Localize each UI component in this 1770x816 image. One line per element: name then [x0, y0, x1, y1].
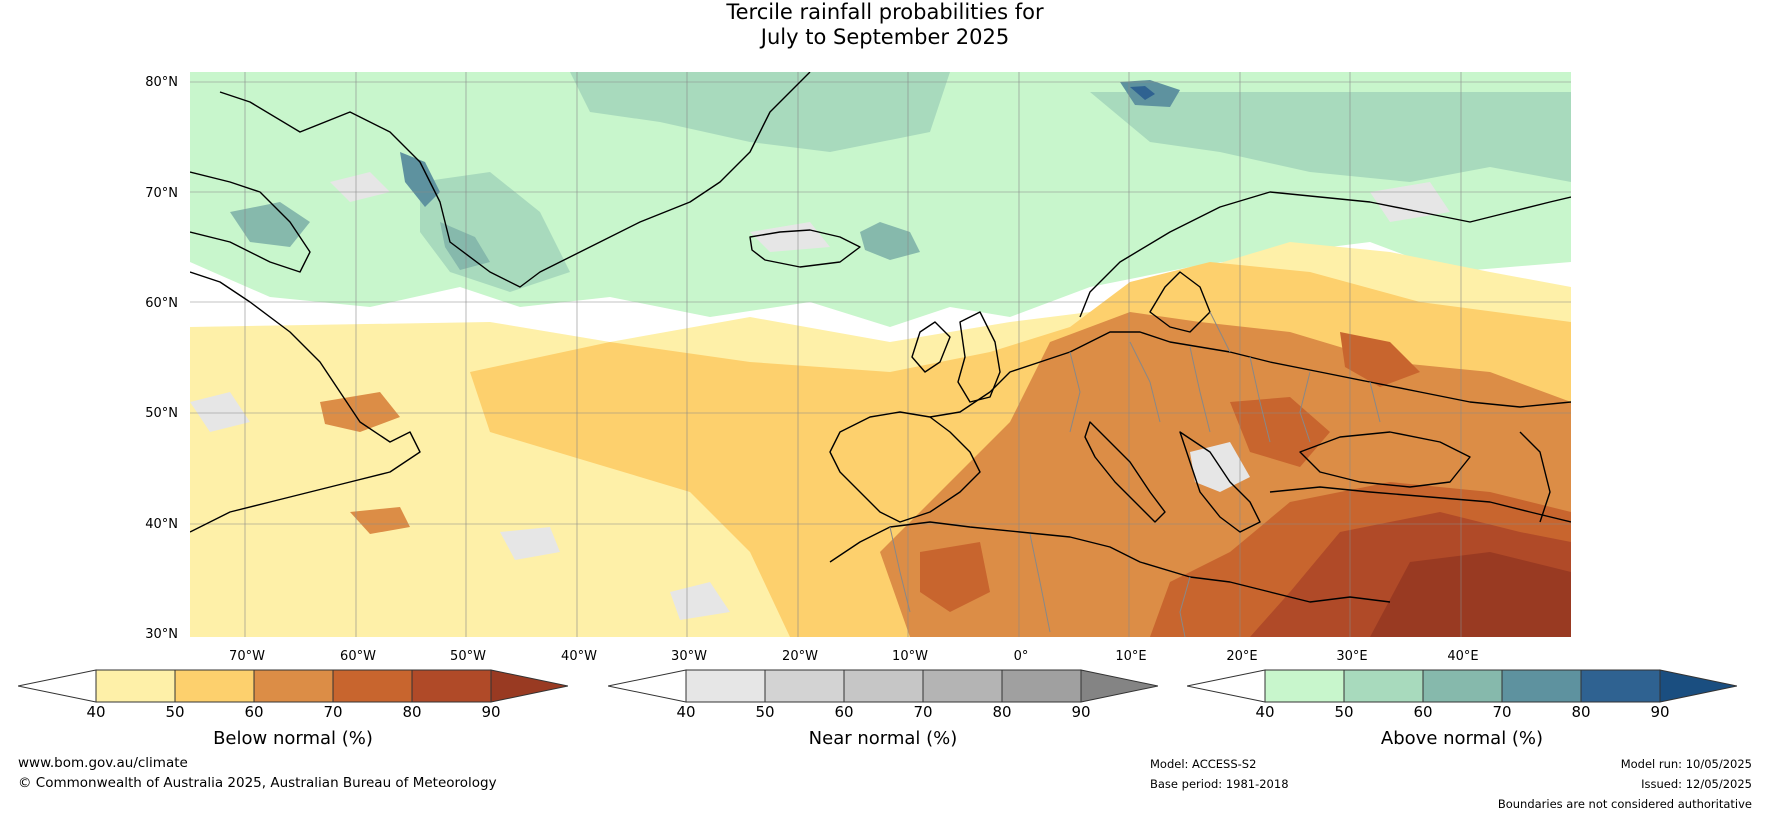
cbar-below-tick-40: 40 — [86, 703, 106, 721]
cbar-below-tick-90: 90 — [481, 703, 501, 721]
footer-model-run: Model run: 10/05/2025 — [1620, 757, 1752, 771]
lon-label-30w: 30°W — [671, 649, 707, 664]
cbar-above-tick-60: 60 — [1413, 703, 1433, 721]
cbar-near-label: Near normal (%) — [808, 728, 958, 749]
cbar-below-low-extension — [18, 669, 97, 703]
cbar-below-cell-4 — [332, 669, 413, 703]
cbar-below-tick-80: 80 — [402, 703, 422, 721]
cbar-above-low-extension — [1187, 669, 1266, 703]
cbar-near-tick-70: 70 — [913, 703, 933, 721]
cbar-below-label: Below normal (%) — [213, 728, 373, 749]
map-title: Tercile rainfall probabilities for July … — [0, 0, 1770, 50]
lon-label-10w: 10°W — [892, 649, 928, 664]
cbar-above-tick-90: 90 — [1650, 703, 1670, 721]
footer-copyright: © Commonwealth of Australia 2025, Austra… — [18, 775, 497, 791]
map-svg — [190, 72, 1571, 637]
lon-label-30e: 30°E — [1336, 649, 1368, 664]
lat-label-70n: 70°N — [145, 186, 178, 201]
lon-label-20e: 20°E — [1226, 649, 1258, 664]
lon-label-50w: 50°W — [450, 649, 486, 664]
footer-website[interactable]: www.bom.gov.au/climate — [18, 755, 188, 771]
lon-label-60w: 60°W — [340, 649, 376, 664]
lon-label-0: 0° — [1013, 649, 1029, 664]
lat-label-80n: 80°N — [145, 75, 178, 90]
cbar-near-cell-5 — [1001, 669, 1082, 703]
cbar-above-cell-1 — [1264, 669, 1345, 703]
cbar-near-tick-40: 40 — [676, 703, 696, 721]
footer-base-period: Base period: 1981-2018 — [1150, 777, 1289, 791]
country-borders — [889, 311, 1381, 637]
lon-label-40e: 40°E — [1447, 649, 1479, 664]
cbar-above-tick-70: 70 — [1492, 703, 1512, 721]
cbar-above-tick-80: 80 — [1571, 703, 1591, 721]
lat-label-50n: 50°N — [145, 406, 178, 421]
cbar-below-high-extension — [490, 669, 568, 703]
cbar-below-cell-3 — [253, 669, 334, 703]
cbar-near-low-extension — [608, 669, 687, 703]
cbar-below-cell-1 — [95, 669, 176, 703]
lon-label-70w: 70°W — [229, 649, 265, 664]
cbar-below-tick-50: 50 — [165, 703, 185, 721]
title-line-1: Tercile rainfall probabilities for — [726, 0, 1044, 24]
cbar-near-tick-60: 60 — [834, 703, 854, 721]
cbar-below-tick-70: 70 — [323, 703, 343, 721]
cbar-near-tick-90: 90 — [1071, 703, 1091, 721]
cbar-above-label: Above normal (%) — [1380, 728, 1544, 749]
probability-map — [190, 72, 1571, 637]
lon-label-20w: 20°W — [782, 649, 818, 664]
cbar-below-cell-2 — [174, 669, 255, 703]
cbar-above-cell-3 — [1422, 669, 1503, 703]
cbar-near-cell-2 — [764, 669, 845, 703]
cbar-above-cell-2 — [1343, 669, 1424, 703]
graticule — [190, 72, 1571, 637]
footer-issued: Issued: 12/05/2025 — [1641, 777, 1752, 791]
coastlines — [190, 72, 1571, 603]
cbar-above-cell-5 — [1580, 669, 1661, 703]
cbar-near-tick-50: 50 — [755, 703, 775, 721]
cbar-near-high-extension — [1080, 669, 1158, 703]
footer-model: Model: ACCESS-S2 — [1150, 757, 1257, 771]
cbar-near-cell-1 — [685, 669, 766, 703]
cbar-near-tick-80: 80 — [992, 703, 1012, 721]
cbar-above-tick-50: 50 — [1334, 703, 1354, 721]
title-line-2: July to September 2025 — [760, 25, 1010, 49]
cbar-above-cell-4 — [1501, 669, 1582, 703]
cbar-below-cell-5 — [411, 669, 492, 703]
lat-label-30n: 30°N — [145, 627, 178, 642]
cbar-above-tick-40: 40 — [1255, 703, 1275, 721]
footer-disclaimer: Boundaries are not considered authoritat… — [1497, 797, 1752, 811]
cbar-above-high-extension — [1659, 669, 1737, 703]
cbar-near-cell-3 — [843, 669, 924, 703]
lon-label-10e: 10°E — [1115, 649, 1147, 664]
lat-label-60n: 60°N — [145, 296, 178, 311]
cbar-near-cell-4 — [922, 669, 1003, 703]
cbar-below-tick-60: 60 — [244, 703, 264, 721]
lat-label-40n: 40°N — [145, 517, 178, 532]
lon-label-40w: 40°W — [561, 649, 597, 664]
